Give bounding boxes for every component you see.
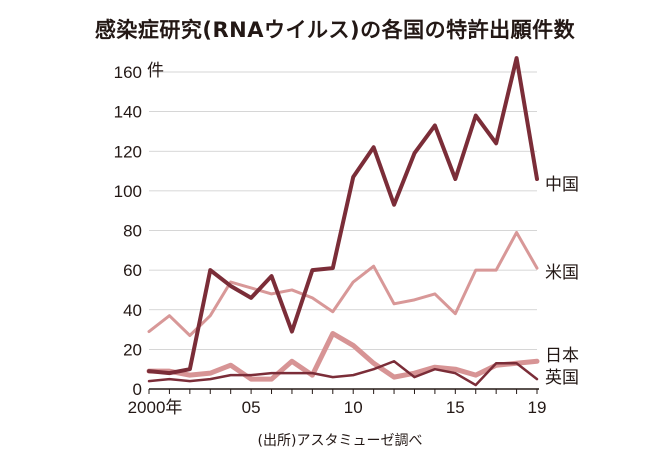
- x-tick-label: 05: [242, 398, 261, 417]
- x-tick-label: 2000年: [128, 398, 183, 417]
- y-tick-label: 160: [114, 63, 142, 82]
- series-line-china: [147, 56, 539, 376]
- y-gridlines: [149, 71, 537, 350]
- y-tick-label: 20: [123, 340, 142, 359]
- source-note: (出所)アスタミューゼ調べ: [258, 433, 423, 449]
- y-tick-label: 120: [114, 142, 142, 161]
- y-axis: 0 20 40 60 80 100 120 140 160: [114, 63, 142, 399]
- y-tick-label: 40: [123, 301, 142, 320]
- chart-title: 感染症研究(RNAウイルス)の各国の特許出願件数: [94, 18, 576, 42]
- y-tick-label: 80: [123, 222, 142, 241]
- x-tick-label: 10: [344, 398, 363, 417]
- series-line-usa: [147, 230, 539, 338]
- y-tick-label: 140: [114, 103, 142, 122]
- y-tick-label: 0: [133, 380, 142, 399]
- series-line-uk: [147, 360, 539, 387]
- series-label-usa: 米国: [545, 263, 579, 283]
- x-tick-label: 15: [446, 398, 465, 417]
- series-label-china: 中国: [545, 175, 579, 195]
- series-line-japan: [146, 331, 540, 382]
- series-lines: [146, 56, 540, 387]
- series-label-japan: 日本: [545, 346, 579, 366]
- x-tick-label: 19: [528, 398, 547, 417]
- y-axis-unit-label: 件: [147, 61, 164, 81]
- series-label-uk: 英国: [545, 368, 579, 388]
- y-tick-label: 100: [114, 182, 142, 201]
- x-axis: 2000年 05 10 15 19: [128, 388, 547, 417]
- y-tick-label: 60: [123, 261, 142, 280]
